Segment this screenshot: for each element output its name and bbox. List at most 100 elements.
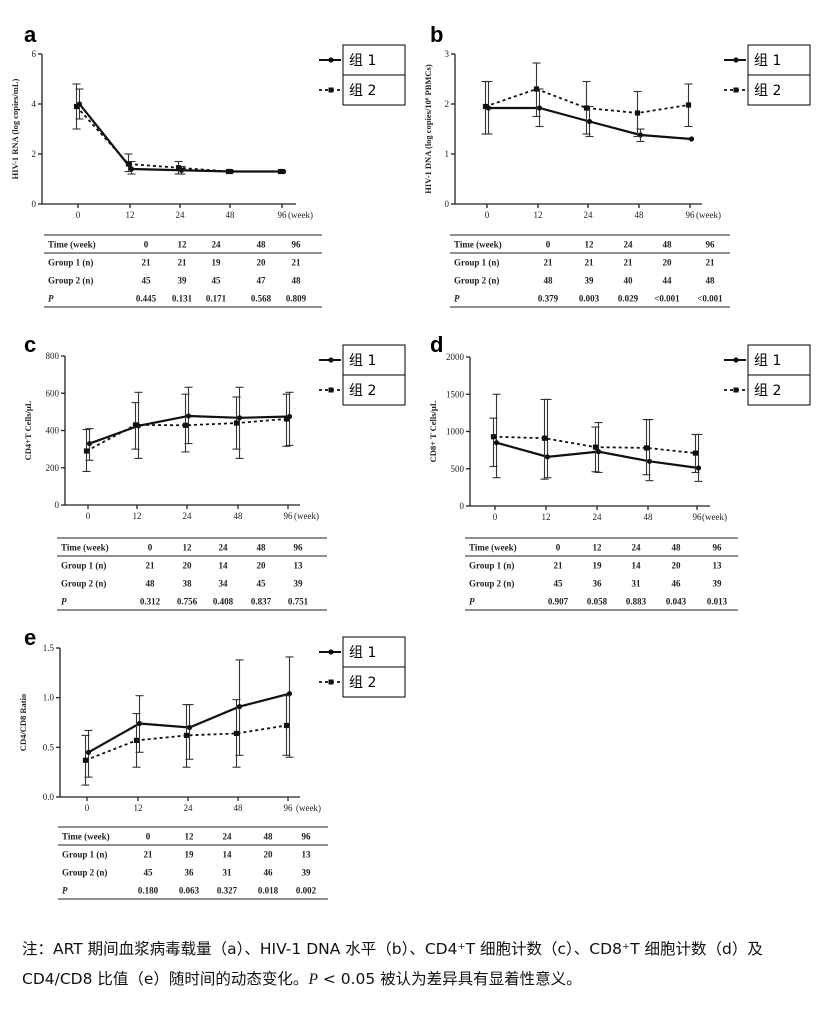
y-tick-label: 1500: [446, 389, 465, 399]
x-tick-label: 12: [133, 511, 142, 521]
data-point: [595, 449, 602, 455]
table-cell: 21: [142, 258, 152, 268]
table-cell: Group 1 (n): [454, 258, 499, 268]
x-tick-label: 96: [693, 512, 703, 522]
note-p-symbol: P: [308, 971, 318, 988]
panel-letter: e: [24, 625, 36, 650]
table-cell: 0.043: [666, 597, 687, 607]
series-line: [86, 418, 287, 452]
x-tick-label: 12: [534, 210, 543, 220]
x-tick-label: 24: [593, 512, 603, 522]
table-cell: 14: [632, 561, 642, 571]
table-cell: 38: [183, 579, 193, 589]
table-cell: Group 1 (n): [61, 561, 106, 571]
legend-label: 组 2: [349, 675, 376, 691]
table-header-cell: 96: [706, 240, 716, 250]
y-tick-label: 500: [451, 464, 465, 474]
data-point: [493, 440, 500, 446]
legend-marker: [733, 57, 739, 63]
legend-marker: [328, 357, 334, 363]
data-point: [236, 415, 243, 421]
table-header-cell: 48: [257, 240, 267, 250]
data-point: [592, 444, 599, 450]
table-cell: 0.003: [579, 294, 600, 304]
data-table: Time (week) 0 12 24 48 96 Group 1 (n) 21 19 14 20 1…: [465, 537, 738, 611]
table-header-cell: 24: [624, 240, 634, 250]
table-cell: 20: [672, 561, 682, 571]
data-table: Time (week) 0 12 24 48 96 Group 1 (n) 21 20 14 20 1…: [57, 537, 327, 611]
table-cell: Group 1 (n): [62, 850, 107, 860]
legend: 组 1 组 2: [319, 344, 406, 406]
x-tick-label: 24: [176, 210, 186, 220]
y-tick-label: 0: [460, 501, 465, 511]
data-point: [233, 420, 240, 426]
table-header-cell: 12: [183, 543, 193, 553]
data-point: [132, 422, 139, 428]
x-tick-label: 96: [278, 210, 288, 220]
legend-box: [342, 344, 406, 376]
legend-label: 组 1: [754, 53, 781, 69]
legend-marker: [328, 57, 334, 63]
x-unit-label: (week): [696, 210, 721, 220]
x-tick-label: 12: [126, 210, 135, 220]
legend-label: 组 1: [349, 353, 376, 369]
panel-letter: a: [24, 22, 37, 47]
table-cell: P: [48, 294, 54, 304]
table-header-cell: 0: [144, 240, 149, 250]
data-point: [133, 737, 140, 743]
table-header-cell: 0: [146, 832, 151, 842]
x-tick-label: 48: [226, 210, 236, 220]
table-cell: 14: [219, 561, 229, 571]
table-cell: 13: [302, 850, 312, 860]
series-line: [89, 414, 290, 445]
table-cell: P: [62, 886, 68, 896]
x-unit-label: (week): [296, 803, 321, 813]
legend-box: [342, 374, 406, 406]
legend-box: [342, 666, 406, 698]
note-text-end: < 0.05 被认为差异具有显着性意义。: [317, 970, 582, 988]
table-cell: 40: [624, 276, 634, 286]
table-header-cell: 96: [302, 832, 312, 842]
table-cell: Group 1 (n): [469, 561, 514, 571]
series-line: [485, 88, 689, 114]
legend-box: [342, 74, 406, 106]
table-cell: 21: [178, 258, 188, 268]
table-cell: 20: [183, 561, 193, 571]
table-cell: 45: [144, 868, 154, 878]
data-point: [128, 166, 135, 172]
table-cell: 39: [302, 868, 312, 878]
x-tick-label: 0: [86, 511, 91, 521]
x-tick-label: 24: [584, 210, 594, 220]
table-cell: 39: [585, 276, 595, 286]
legend-label: 组 2: [754, 383, 781, 399]
x-tick-label: 48: [234, 803, 244, 813]
table-cell: 0.131: [172, 294, 193, 304]
table-header-cell: 12: [178, 240, 188, 250]
table-cell: 21: [554, 561, 564, 571]
data-point: [85, 749, 92, 755]
y-axis-label: CD4+T Cells/μL: [23, 400, 33, 460]
legend: 组 1 组 2: [319, 636, 406, 698]
data-table: Time (week) 0 12 24 48 96 Group 1 (n) 21 21 19 20 2…: [44, 234, 322, 308]
table-header-cell: 24: [219, 543, 229, 553]
table-header-cell: 24: [223, 832, 233, 842]
y-tick-label: 1.5: [43, 643, 55, 653]
data-point: [541, 435, 548, 441]
table-cell: 0.002: [296, 886, 317, 896]
panel-letter: d: [430, 332, 443, 357]
y-tick-label: 4: [32, 99, 37, 109]
table-cell: 21: [292, 258, 302, 268]
x-tick-label: 48: [234, 511, 244, 521]
data-point: [533, 86, 540, 92]
data-point: [544, 454, 551, 460]
table-header-cell: Time (week): [61, 543, 109, 553]
y-tick-label: 2: [32, 149, 37, 159]
data-point: [646, 458, 653, 464]
table-cell: 0.180: [138, 886, 159, 896]
data-point: [225, 168, 232, 175]
panel-letter: c: [24, 332, 36, 357]
table-cell: 0.445: [136, 294, 157, 304]
